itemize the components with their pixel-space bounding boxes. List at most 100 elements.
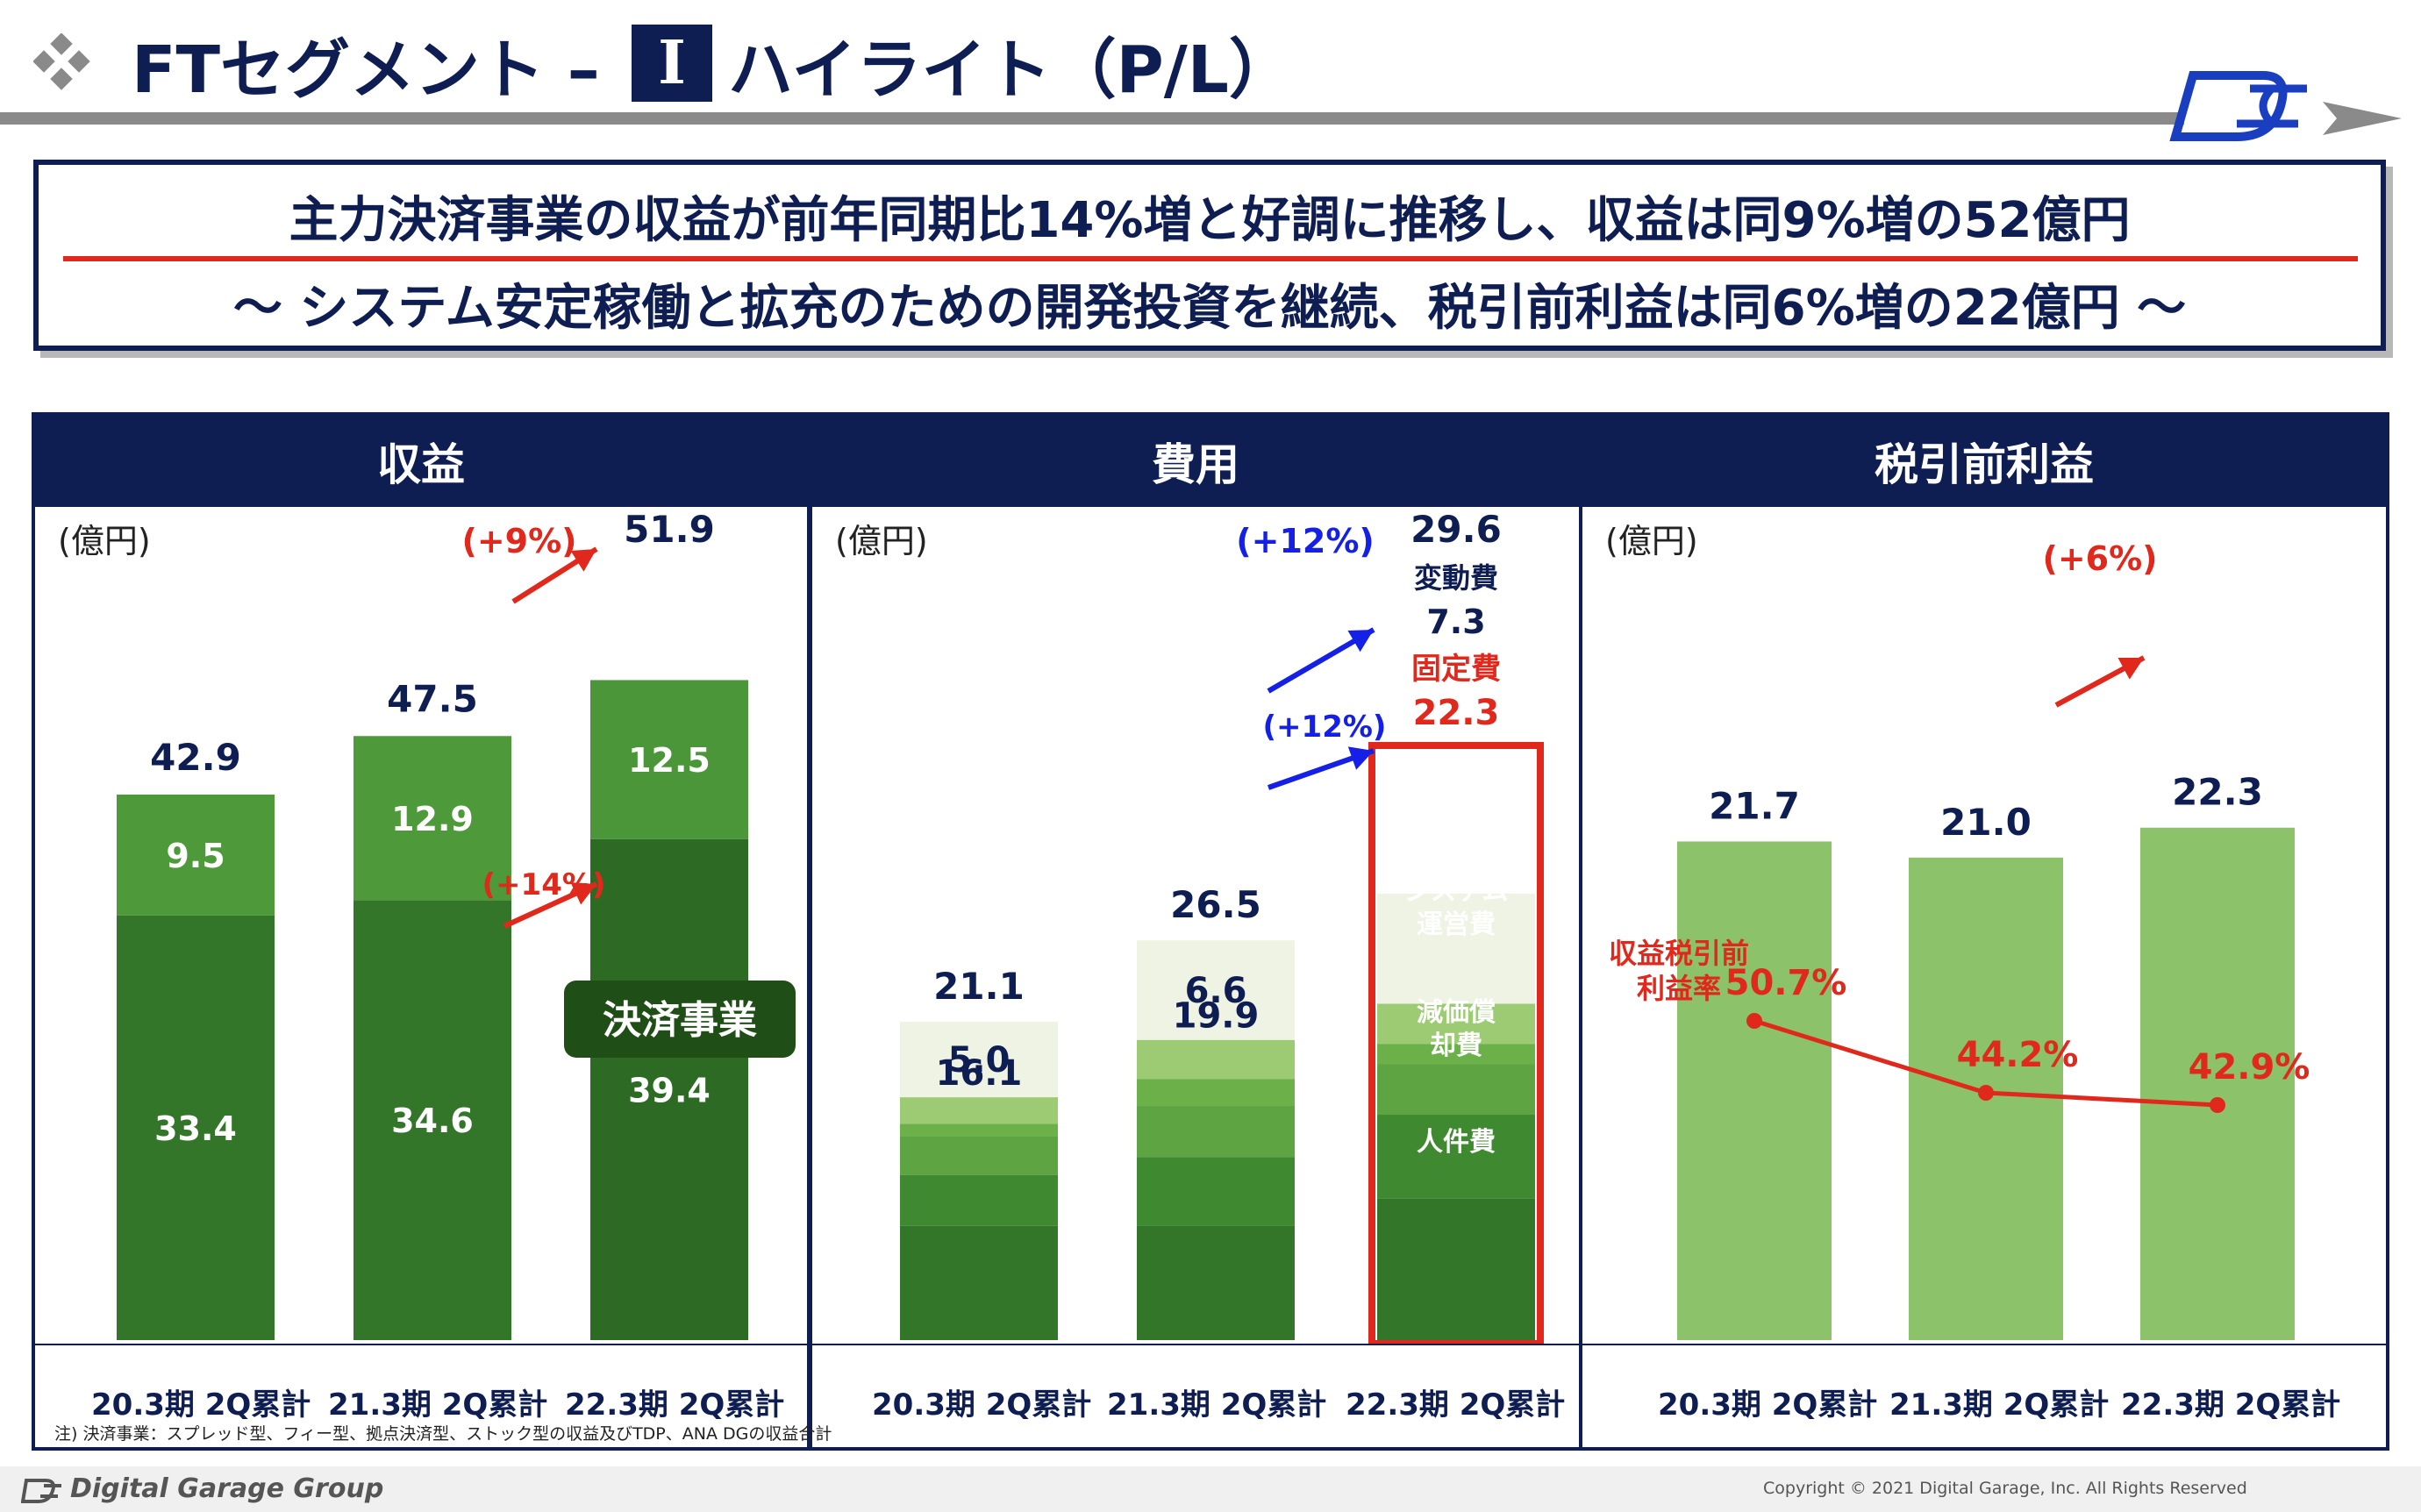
cost-fixed-breakdown-label-2: 家賃 xyxy=(1430,825,1482,856)
cost-fixed-segment-1-1 xyxy=(900,1097,1058,1124)
profit-value-3: 22.3 xyxy=(2172,771,2263,814)
cost-fixed-segment-3-2 xyxy=(1377,1044,1535,1065)
revenue-payment-value-1: 33.4 xyxy=(154,1109,237,1148)
cost-total-3: 29.6 xyxy=(1410,508,1502,551)
cost-x-label-2: 21.3期 2Q累計 xyxy=(1107,1387,1327,1423)
cost-total-1: 21.1 xyxy=(933,965,1025,1008)
revenue-payment-value-3: 39.4 xyxy=(628,1071,711,1109)
cost-fixed-segment-2-4 xyxy=(1137,1157,1295,1226)
footer-logo-icon xyxy=(21,1479,61,1503)
summary-subline: ～ システム安定稼働と拡充のための開発投資を継続、税引前利益は同6%増の22億円… xyxy=(232,280,2187,337)
revenue-chart: 33.4 9.5 42.9 34.6 12.9 47.5 39.4 12.5 51.9 EC/DX… xyxy=(117,508,796,1340)
profit-bar-1 xyxy=(1677,841,1832,1340)
cost-fixed-segment-2-5 xyxy=(1137,1225,1295,1340)
revenue-growth-arrow-head xyxy=(570,549,596,572)
cost-fixed-growth-arrow-head xyxy=(1347,746,1374,770)
profit-bar-3 xyxy=(2140,827,2295,1340)
cost-fixed-segment-1-3 xyxy=(900,1136,1058,1175)
summary-box: 主力決済事業の収益が前年同期比14%増と好調に推移し、収益は同9%増の52億円 … xyxy=(33,160,2386,351)
cost-variable-label: 変動費 xyxy=(1414,561,1498,595)
cost-fixed-label: 固定費 xyxy=(1411,652,1501,687)
cost-bar-variable-1 xyxy=(900,1022,1058,1098)
profit-margin-point-3 xyxy=(2210,1097,2225,1113)
revenue-total-2: 47.5 xyxy=(387,677,478,720)
revenue-x-label-3: 22.3期 2Q累計 xyxy=(565,1387,785,1423)
profit-margin-point-1 xyxy=(1746,1013,1762,1029)
cost-fixed-segment-1-5 xyxy=(900,1225,1058,1340)
cost-x-label-1: 20.3期 2Q累計 xyxy=(872,1387,1092,1423)
profit-unit-label: (億円) xyxy=(1605,522,1698,560)
revenue-payment-badge-label: 決済事業 xyxy=(603,998,757,1043)
summary-divider xyxy=(63,256,2358,261)
profit-x-label-2: 21.3期 2Q累計 xyxy=(1889,1387,2110,1423)
revenue-growth-total: (+9%) xyxy=(461,522,576,560)
cost-fixed-value-3: 22.3 xyxy=(1413,693,1500,733)
cost-variable-value-1: 5.0 xyxy=(948,1040,1011,1081)
profit-margin-label-1: 50.7% xyxy=(1725,963,1847,1003)
cost-fixed-segment-3-3 xyxy=(1377,1064,1535,1116)
revenue-ecdx-label-value-dup: 12.5 xyxy=(668,652,673,653)
revenue-bar-payment-3 xyxy=(590,838,748,1340)
page-title: ハイライト（P/L） xyxy=(728,32,1294,108)
cost-fixed-segment-1-2 xyxy=(900,1123,1058,1137)
revenue-ecdx-label: EC/DX 事業 xyxy=(622,577,718,644)
page-title-prefix: FTセグメント – xyxy=(132,32,600,108)
footnote: 注) 決済事業：スプレッド型、フィー型、拠点決済型、ストック型の収益及びTDP、… xyxy=(54,1424,832,1444)
cost-axis-divider xyxy=(812,1344,1579,1345)
revenue-payment-badge xyxy=(564,981,796,1058)
cost-fixed-segment-3-1 xyxy=(1377,1003,1535,1045)
profit-x-label-3: 22.3期 2Q累計 xyxy=(2121,1387,2341,1423)
cost-x-label-3: 22.3期 2Q累計 xyxy=(1346,1387,1566,1423)
revenue-x-label-2: 21.3期 2Q累計 xyxy=(328,1387,548,1423)
cost-fixed-value-1: 16.1 xyxy=(936,1053,1023,1094)
profit-margin-label-3: 42.9% xyxy=(2189,1047,2310,1088)
diamond-bullet-icon xyxy=(33,33,90,90)
cost-total-2: 26.5 xyxy=(1170,883,1261,926)
cost-bar-variable-3 xyxy=(1377,893,1535,1004)
cost-panel: 費用 (億円) 5.0 16.1 21.1 6.6 19.9 26.5 29.6 変動費 7.3… xyxy=(809,412,1582,1451)
cost-fixed-breakdown-label-3: システム運営費 xyxy=(1403,876,1508,940)
footer-brand-name: Digital Garage Group xyxy=(70,1473,384,1504)
cost-growth-fixed: (+12%) xyxy=(1263,710,1387,745)
profit-panel: 税引前利益 (億円) 21.7 21.0 22.3 50.7% 44.2% 42.9% 収益… xyxy=(1579,412,2389,1451)
profit-growth: (+6%) xyxy=(2042,539,2157,578)
profit-margin-series-name: 収益税引前利益率 xyxy=(1609,937,1749,1005)
cost-fixed-segment-3-4 xyxy=(1377,1115,1535,1199)
arrow-head-icon xyxy=(2323,102,2402,135)
cost-fixed-segment-2-3 xyxy=(1137,1106,1295,1158)
cost-fixed-breakdown-label-5: 人件費 xyxy=(1417,1127,1496,1158)
cost-fixed-value-2: 19.9 xyxy=(1173,996,1260,1037)
header-divider xyxy=(0,112,2184,125)
profit-axis-divider xyxy=(1582,1344,2386,1345)
cost-chart: 5.016.1 21.1 6.619.9 26.5 29.6 変動費 7.3 固定費 22.3 そ… xyxy=(900,508,1544,1344)
company-logo-icon xyxy=(2169,71,2307,141)
cost-bar-variable-2 xyxy=(1137,940,1295,1040)
section-number-badge: I xyxy=(632,25,712,102)
summary-headline: 主力決済事業の収益が前年同期比14%増と好調に推移し、収益は同9%増の52億円 xyxy=(289,192,2131,249)
cost-highlight-box xyxy=(1368,742,1544,1344)
revenue-ecdx-value-2: 12.9 xyxy=(391,800,474,838)
footer-copyright: Copyright © 2021 Digital Garage, Inc. Al… xyxy=(1763,1479,2247,1498)
revenue-panel-title: 収益 xyxy=(35,416,807,507)
cost-variable-value-3: 7.3 xyxy=(1426,603,1485,641)
revenue-panel: 収益 (億円) 33.4 9.5 42.9 34.6 12.9 47.5 39.4 12.5 5… xyxy=(32,412,811,1451)
revenue-bar-payment-2 xyxy=(354,900,511,1340)
revenue-bar-ecdx-2 xyxy=(354,736,511,901)
footer-bar xyxy=(0,1466,2421,1512)
revenue-x-label-1: 20.3期 2Q累計 xyxy=(91,1387,311,1423)
revenue-total-1: 42.9 xyxy=(150,736,241,779)
cost-fixed-segment-3-5 xyxy=(1377,1198,1535,1340)
cost-fixed-breakdown-label-1: その他固定費 xyxy=(1417,762,1496,826)
cost-fixed-segment-1-4 xyxy=(900,1174,1058,1226)
revenue-bar-payment-1 xyxy=(117,915,275,1340)
profit-margin-label-2: 44.2% xyxy=(1957,1035,2079,1075)
profit-growth-arrow-head xyxy=(2117,658,2144,680)
revenue-ecdx-value-3: 12.5 xyxy=(628,741,711,780)
revenue-unit-label: (億円) xyxy=(58,522,151,560)
revenue-axis-divider xyxy=(35,1344,807,1345)
profit-panel-title: 税引前利益 xyxy=(1582,416,2386,507)
cost-fixed-segment-2-1 xyxy=(1137,1039,1295,1080)
cost-fixed-segment-2-2 xyxy=(1137,1079,1295,1107)
revenue-bar-ecdx-1 xyxy=(117,794,275,916)
profit-value-1: 21.7 xyxy=(1709,784,1800,827)
